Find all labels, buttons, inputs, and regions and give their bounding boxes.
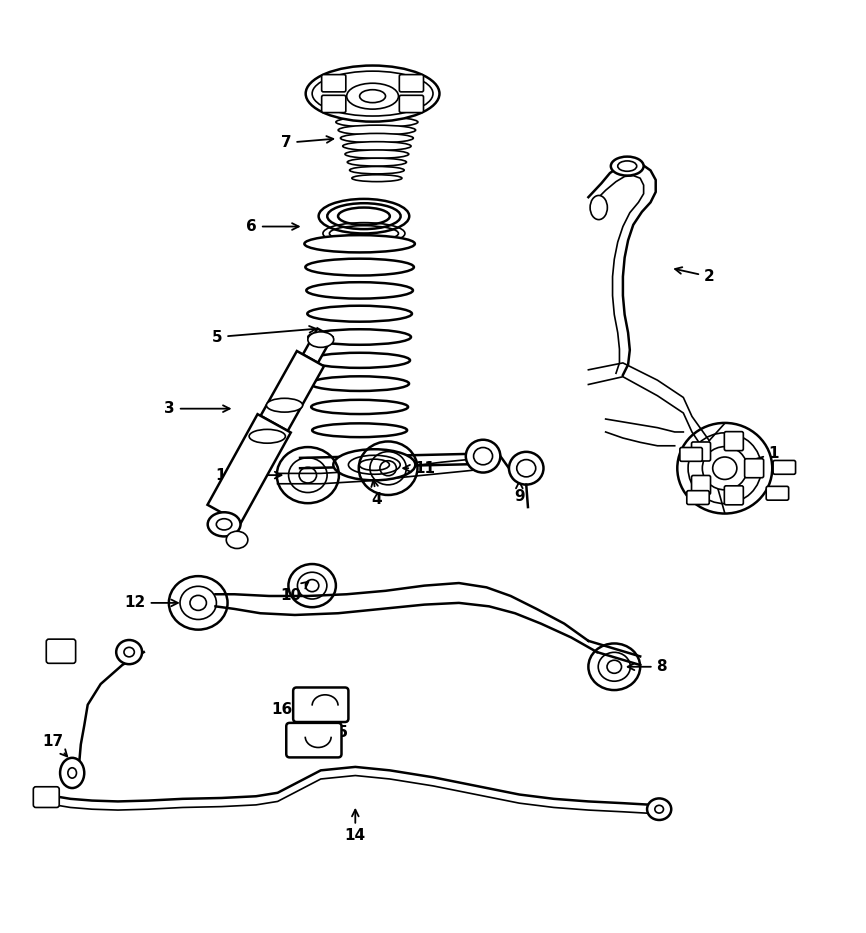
Ellipse shape [267, 398, 302, 412]
Ellipse shape [348, 455, 400, 474]
Text: 17: 17 [42, 733, 68, 757]
Ellipse shape [590, 195, 607, 219]
Text: 15: 15 [322, 725, 349, 743]
FancyBboxPatch shape [724, 432, 743, 451]
Ellipse shape [647, 799, 671, 820]
Ellipse shape [307, 306, 412, 322]
Ellipse shape [309, 353, 410, 368]
FancyBboxPatch shape [294, 688, 348, 722]
Ellipse shape [307, 282, 413, 299]
Text: 14: 14 [345, 810, 365, 843]
FancyBboxPatch shape [680, 448, 702, 461]
Ellipse shape [226, 531, 248, 549]
FancyBboxPatch shape [766, 486, 789, 500]
Polygon shape [303, 328, 333, 363]
Ellipse shape [307, 332, 333, 347]
FancyBboxPatch shape [321, 75, 346, 91]
FancyBboxPatch shape [724, 486, 743, 505]
Text: 10: 10 [280, 581, 308, 604]
Ellipse shape [308, 329, 411, 345]
FancyBboxPatch shape [321, 95, 346, 113]
Ellipse shape [116, 640, 142, 664]
Ellipse shape [677, 423, 772, 513]
Text: 4: 4 [372, 480, 382, 507]
Ellipse shape [306, 65, 439, 121]
Text: 11: 11 [404, 461, 435, 476]
FancyBboxPatch shape [46, 639, 75, 663]
Ellipse shape [311, 400, 408, 414]
Polygon shape [208, 414, 291, 523]
Text: 3: 3 [165, 401, 229, 416]
Text: 9: 9 [514, 481, 525, 504]
FancyBboxPatch shape [399, 75, 423, 91]
Ellipse shape [345, 150, 409, 159]
FancyBboxPatch shape [287, 723, 341, 758]
Ellipse shape [312, 424, 407, 438]
Ellipse shape [611, 157, 643, 175]
Text: 7: 7 [281, 135, 333, 150]
Text: 13: 13 [216, 467, 281, 482]
FancyBboxPatch shape [399, 95, 423, 113]
Ellipse shape [208, 512, 241, 536]
Ellipse shape [304, 235, 415, 253]
FancyBboxPatch shape [692, 476, 710, 494]
Text: 1: 1 [735, 446, 779, 466]
Ellipse shape [466, 439, 501, 472]
Ellipse shape [249, 429, 286, 443]
Text: 12: 12 [125, 595, 178, 610]
Text: 5: 5 [212, 326, 316, 344]
Text: 6: 6 [246, 219, 299, 234]
FancyBboxPatch shape [33, 787, 59, 807]
Ellipse shape [509, 452, 544, 484]
FancyBboxPatch shape [687, 491, 709, 505]
Text: 2: 2 [675, 267, 714, 284]
Polygon shape [261, 351, 324, 431]
Text: 8: 8 [628, 660, 667, 675]
Ellipse shape [346, 83, 398, 109]
FancyBboxPatch shape [745, 459, 764, 478]
Ellipse shape [338, 125, 416, 135]
Ellipse shape [702, 447, 747, 490]
FancyBboxPatch shape [773, 461, 796, 474]
FancyBboxPatch shape [692, 442, 710, 461]
Ellipse shape [60, 758, 84, 788]
Ellipse shape [343, 142, 411, 150]
Ellipse shape [306, 258, 414, 275]
Ellipse shape [340, 133, 413, 143]
Ellipse shape [347, 159, 406, 166]
Ellipse shape [323, 223, 405, 244]
Ellipse shape [350, 166, 404, 174]
Ellipse shape [336, 117, 418, 127]
Ellipse shape [333, 449, 416, 480]
Ellipse shape [310, 376, 409, 391]
Ellipse shape [352, 174, 402, 182]
Text: 16: 16 [271, 703, 301, 717]
